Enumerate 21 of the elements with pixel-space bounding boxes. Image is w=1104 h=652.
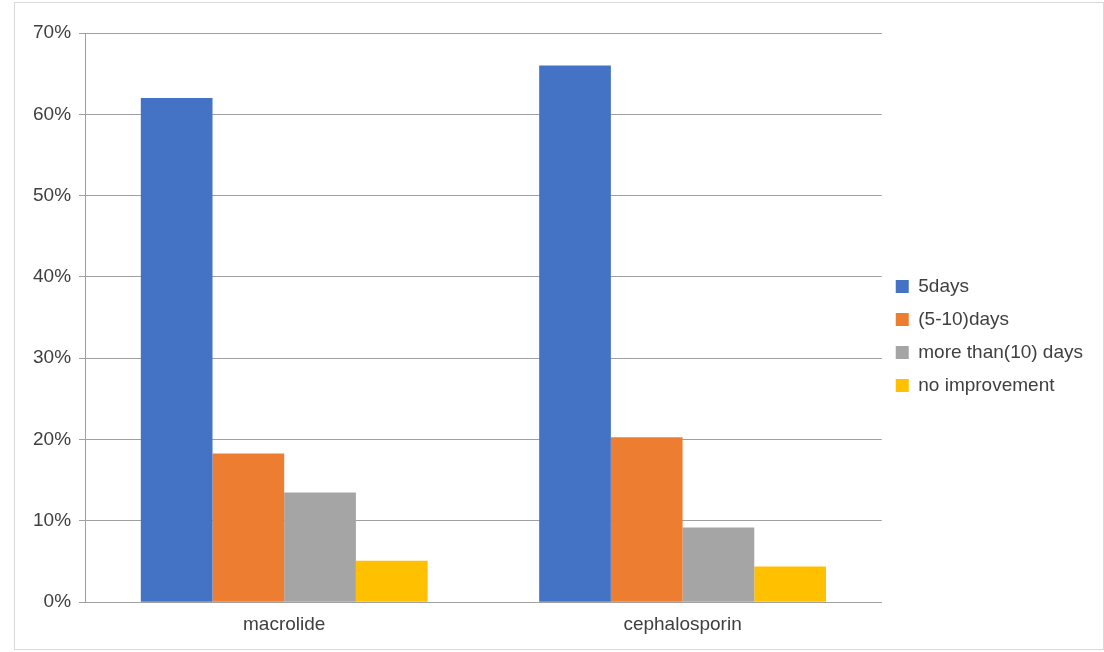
legend-label: (5-10)days [918, 307, 1010, 329]
bar [140, 98, 213, 602]
x-tick-label: macrolide [243, 612, 326, 634]
y-tick-label: 70% [33, 21, 72, 43]
bar [355, 560, 428, 602]
bar [754, 566, 826, 602]
legend-label: 5days [918, 274, 969, 296]
bar [682, 527, 755, 602]
y-tick-label: 40% [33, 265, 72, 287]
legend-label: no improvement [918, 373, 1056, 395]
x-tick-label: cephalosporin [623, 612, 742, 634]
bar [610, 437, 683, 602]
y-tick-label: 50% [33, 183, 72, 205]
bar [212, 453, 285, 602]
y-tick-label: 0% [43, 590, 72, 612]
y-tick-label: 30% [33, 346, 72, 368]
legend-label: more than(10) days [918, 340, 1083, 362]
y-tick-label: 20% [33, 427, 72, 449]
bar [539, 65, 611, 602]
y-tick-label: 10% [33, 509, 72, 531]
y-tick-label: 60% [33, 102, 72, 124]
